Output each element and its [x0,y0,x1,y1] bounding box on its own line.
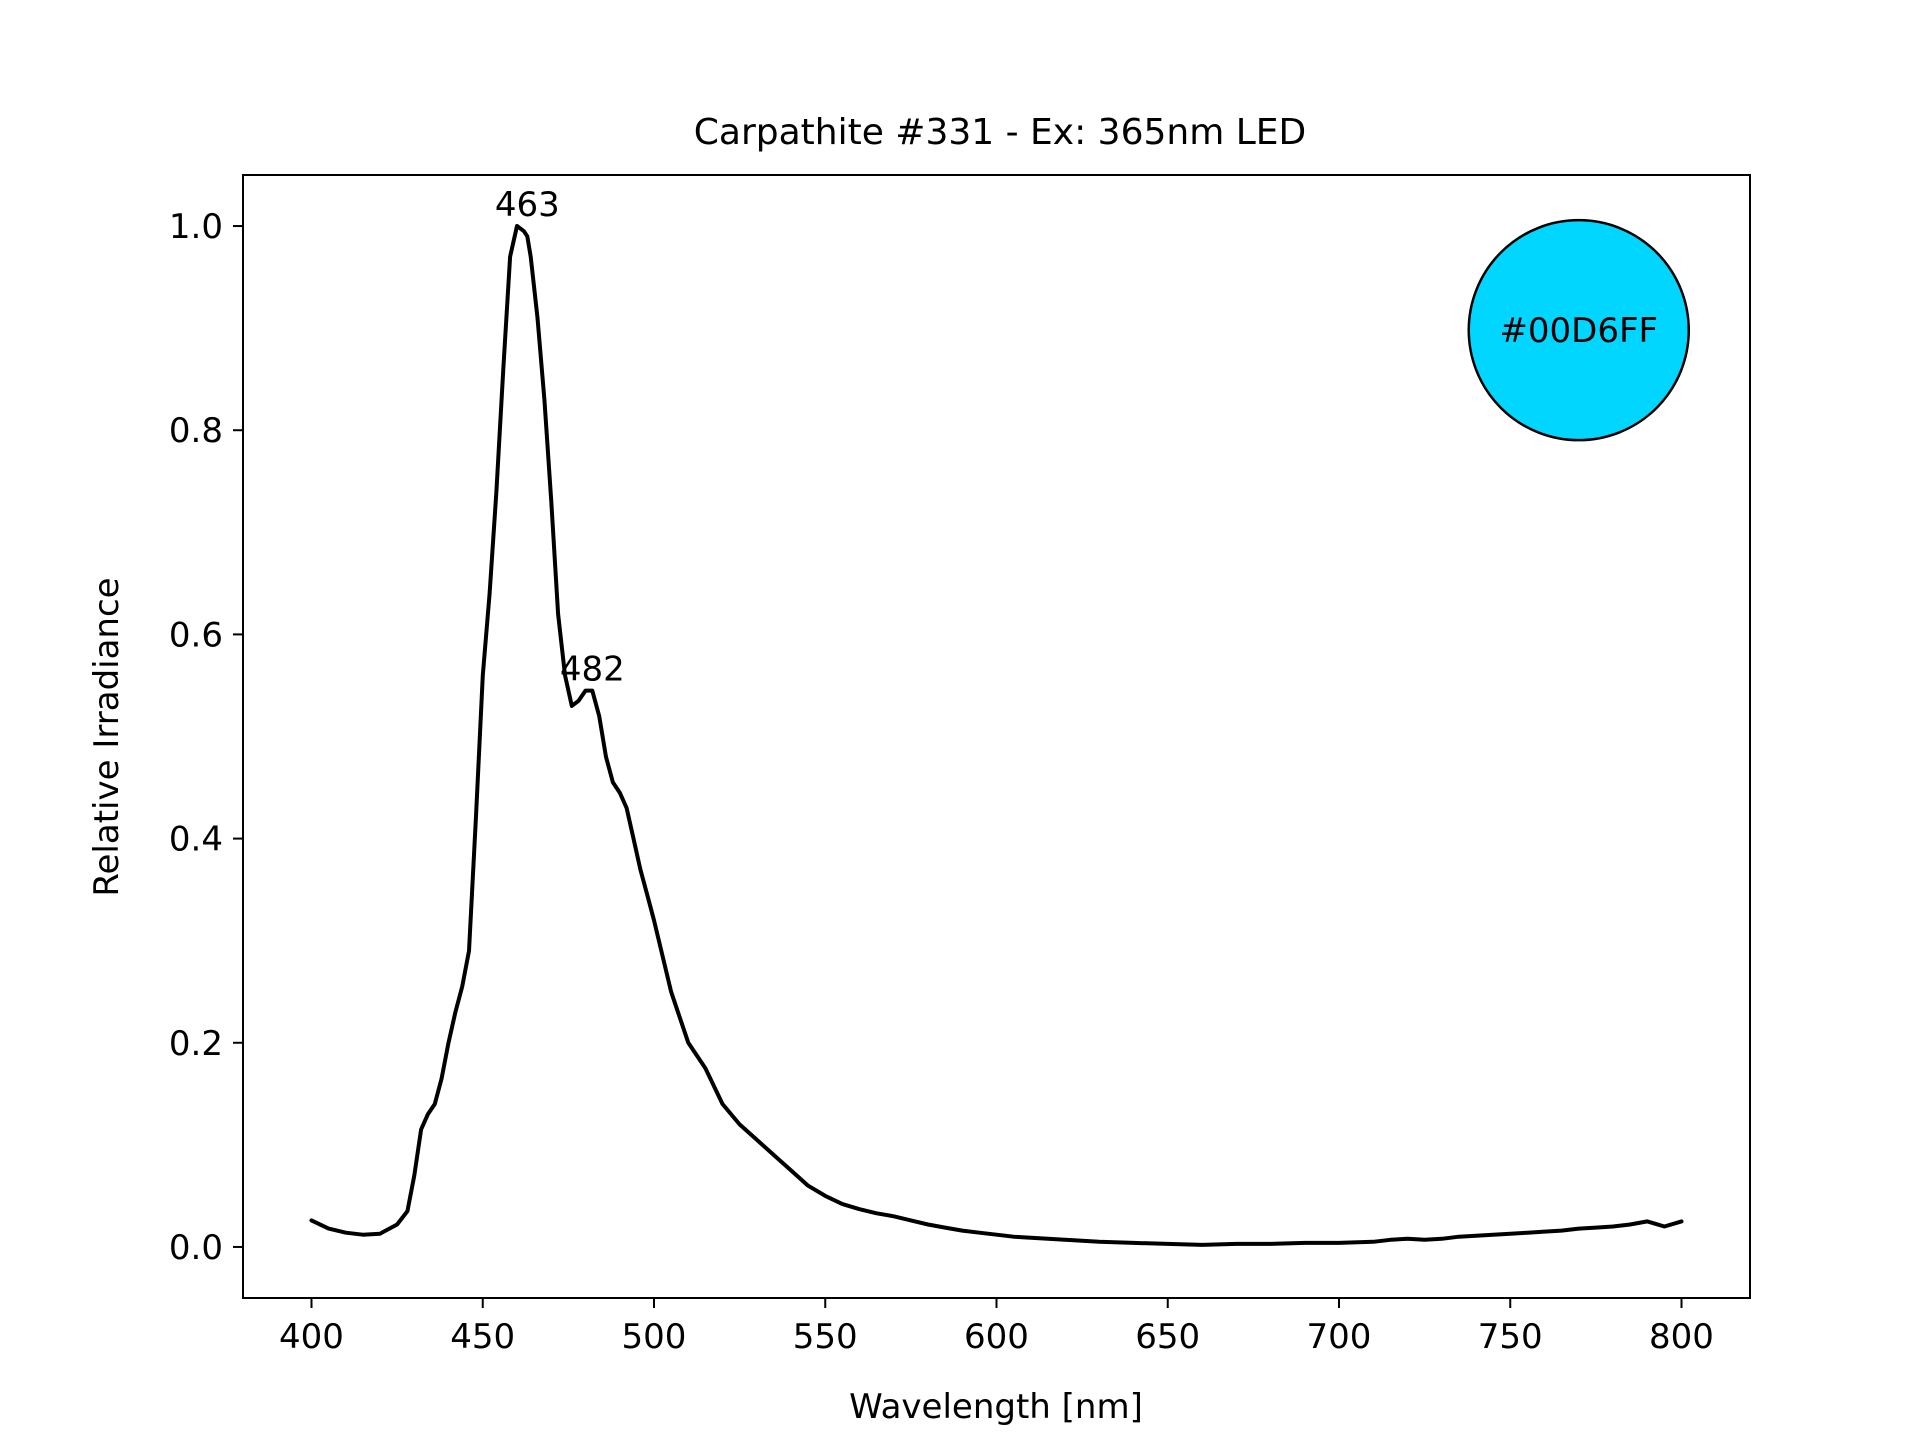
x-tick-label: 750 [1478,1317,1543,1357]
y-axis-label: Relative Irradiance [87,577,127,896]
x-tick-label: 450 [450,1317,515,1357]
x-tick-label: 500 [622,1317,687,1357]
y-tick-label: 0.0 [169,1228,223,1268]
x-tick-label: 700 [1307,1317,1372,1357]
spectrum-line [309,224,1684,1247]
y-tick-label: 0.4 [169,820,223,860]
plot-layer: 400 450 500 550 600 650 700 750 800 0.0 0.2 0.4 0.6 0… [169,185,1714,1357]
plot-frame [242,174,1751,1299]
chart-title: Carpathite #331 - Ex: 365nm LED [694,112,1307,153]
x-tick-label: 550 [793,1317,858,1357]
x-tick-label: 400 [279,1317,344,1357]
y-tick-label: 0.2 [169,1024,223,1064]
x-tick-label: 650 [1135,1317,1200,1357]
y-tick-label: 0.8 [169,411,223,451]
color-swatch-label: #00D6FF [1499,311,1658,351]
peak-label: 463 [495,185,560,225]
color-swatch-circle [1467,218,1690,442]
x-tick-label: 600 [964,1317,1029,1357]
x-tick-label: 800 [1649,1317,1714,1357]
x-axis-label: Wavelength [nm] [849,1387,1143,1427]
y-tick-label: 1.0 [169,207,223,247]
peak-label: 482 [560,650,625,690]
y-tick-label: 0.6 [169,615,223,655]
